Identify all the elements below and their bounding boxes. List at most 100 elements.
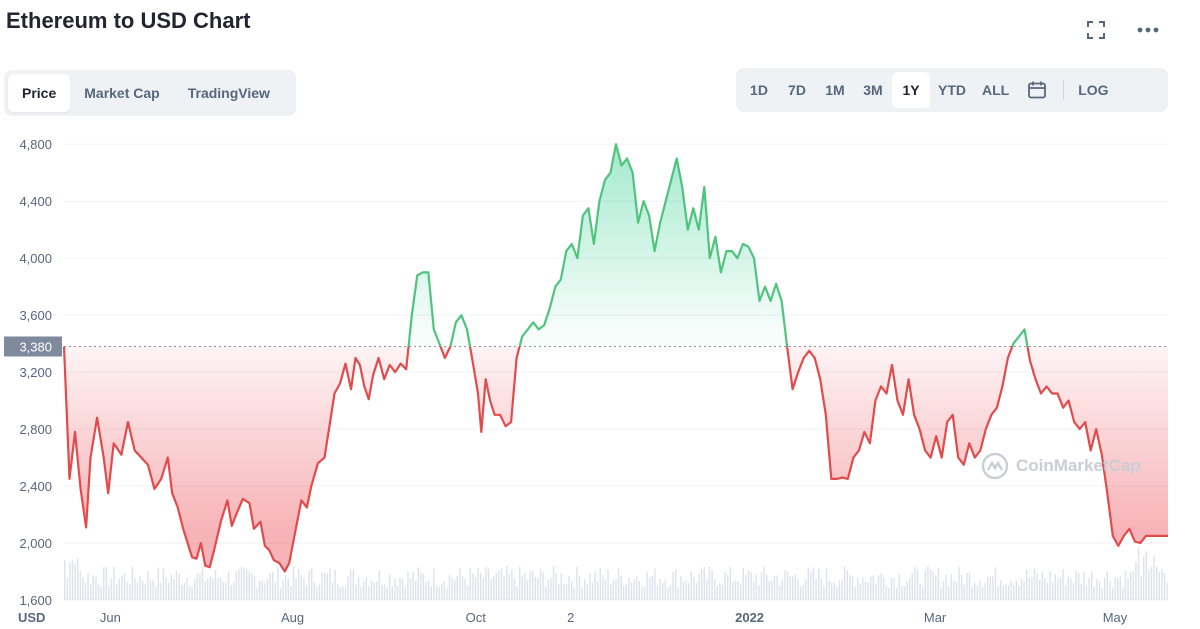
volume-bar (1072, 583, 1075, 600)
more-icon[interactable] (1136, 18, 1160, 42)
volume-bar (469, 568, 471, 600)
volume-bar (126, 581, 128, 600)
tab-price[interactable]: Price (8, 74, 71, 112)
volume-bar (295, 578, 297, 600)
volume-bar (825, 568, 828, 600)
volume-bar (571, 581, 573, 600)
volume-bar (942, 581, 945, 600)
volume-bar (898, 574, 900, 600)
volume-bar (854, 586, 856, 600)
volume-bar (1124, 570, 1127, 600)
x-tick-label: 2022 (735, 610, 764, 625)
volume-bar (716, 586, 718, 600)
volume-bar (893, 577, 895, 600)
volume-bar (677, 587, 679, 600)
volume-bar (851, 576, 854, 600)
volume-bar (1028, 577, 1030, 600)
volume-bar (238, 569, 240, 600)
volume-bar (997, 586, 999, 600)
volume-bar (264, 583, 266, 600)
range-1m[interactable]: 1M (825, 82, 845, 98)
volume-bar (227, 571, 230, 600)
range-all[interactable]: ALL (982, 82, 1010, 98)
volume-bar (711, 570, 713, 600)
range-7d[interactable]: 7D (788, 82, 806, 98)
volume-bar (266, 579, 269, 600)
volume-bar (651, 575, 653, 600)
volume-bar (1049, 570, 1051, 600)
range-ytd[interactable]: YTD (938, 82, 966, 98)
volume-bar (235, 571, 237, 600)
volume-bar (472, 573, 474, 600)
tab-tradingview[interactable]: TradingView (187, 85, 270, 101)
volume-bar (799, 586, 802, 600)
volume-bar (838, 580, 841, 600)
volume-bar (628, 577, 630, 600)
volume-bar (456, 576, 458, 600)
volume-bar (922, 587, 924, 600)
calendar-icon[interactable] (1017, 72, 1057, 108)
volume-bar (448, 574, 451, 600)
volume-bar (1018, 585, 1020, 600)
log-scale-toggle[interactable]: LOG (1078, 82, 1109, 98)
price-line-above (64, 143, 1029, 347)
volume-bar (243, 567, 245, 600)
x-tick-label: Aug (281, 610, 304, 625)
volume-bar (664, 579, 666, 600)
volume-bar (139, 576, 141, 600)
volume-bar (480, 573, 482, 600)
volume-bar (225, 582, 227, 600)
volume-bar (183, 583, 185, 600)
reference-label: 3,380 (4, 336, 62, 357)
volume-bar (394, 579, 396, 600)
volume-bar (844, 566, 846, 600)
volume-bar (745, 574, 747, 600)
volume-bar (721, 585, 724, 600)
volume-bar (121, 575, 123, 600)
volume-bar (433, 568, 435, 600)
volume-bar (186, 578, 188, 600)
volume-bar (812, 567, 815, 600)
volume-bar (755, 575, 757, 600)
volume-bar (321, 572, 323, 600)
volume-bar (1020, 578, 1023, 600)
volume-bar (69, 563, 71, 600)
range-1y[interactable]: 1Y (892, 72, 930, 108)
range-divider (1063, 80, 1065, 100)
volume-bar (578, 576, 581, 600)
volume-bar (859, 584, 861, 600)
volume-bar (279, 587, 282, 600)
tab-market-cap[interactable]: Market Cap (84, 85, 160, 101)
volume-bar (412, 571, 414, 600)
volume-bar (404, 587, 406, 600)
volume-bar (719, 583, 721, 600)
volume-bar (77, 558, 79, 600)
coinmarketcap-logo-icon (981, 452, 1009, 480)
volume-bar (732, 581, 734, 600)
volume-bar (1026, 570, 1028, 600)
volume-bar (334, 569, 336, 600)
volume-bar (1096, 579, 1098, 600)
range-1d[interactable]: 1D (750, 82, 768, 98)
volume-bar (342, 586, 344, 600)
volume-bar (1078, 572, 1080, 600)
volume-bar (64, 560, 66, 600)
volume-bar (682, 581, 685, 600)
volume-bar (625, 584, 627, 600)
volume-bar (534, 577, 536, 600)
volume-bar (1111, 587, 1114, 600)
price-chart[interactable]: 1,600 2,000 2,400 2,800 3,200 3,600 4,000 4,400… (0, 120, 1200, 629)
fullscreen-icon[interactable] (1084, 18, 1108, 42)
range-3m[interactable]: 3M (863, 82, 883, 98)
volume-bar (1065, 585, 1067, 600)
volume-bar (357, 577, 360, 600)
volume-bar (443, 581, 445, 600)
volume-bar (277, 567, 279, 600)
volume-bar (459, 568, 461, 600)
volume-bar (776, 575, 778, 600)
volume-bar (565, 583, 568, 600)
volume-bar (880, 573, 882, 600)
volume-bar (1135, 562, 1137, 600)
volume-bar (911, 573, 913, 600)
volume-bar (331, 582, 334, 600)
